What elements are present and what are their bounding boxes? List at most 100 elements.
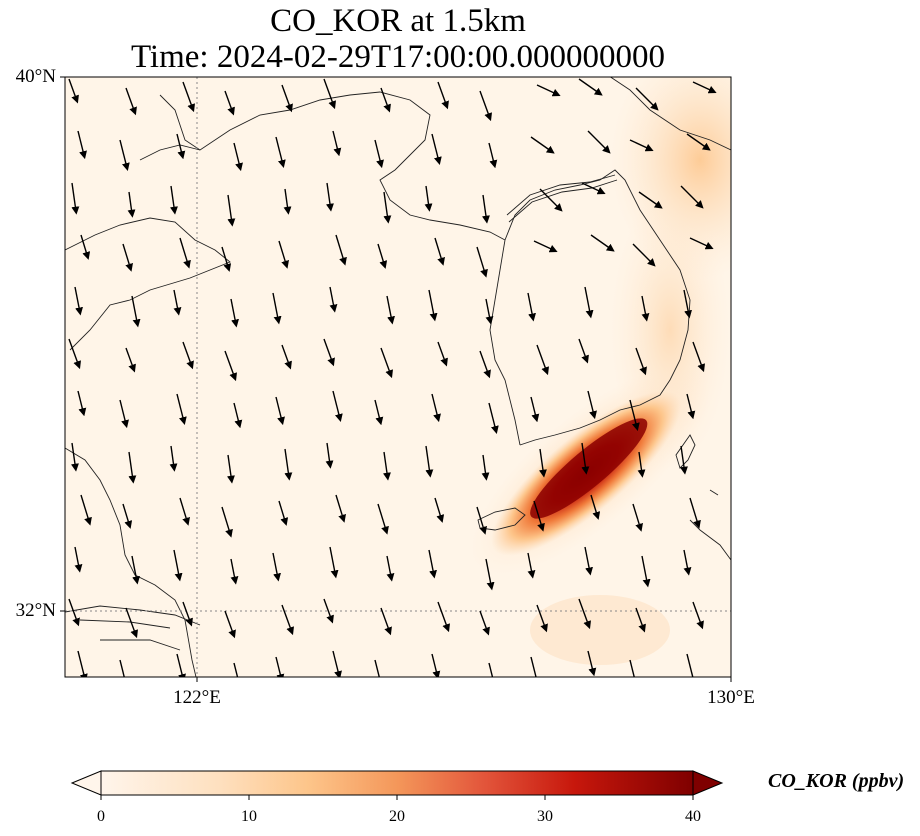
map-area [65,77,731,677]
wind-arrow [176,393,187,426]
wind-arrow [80,234,91,260]
wind-arrow [386,295,395,325]
wind-arrow [119,399,129,429]
wind-arrow [641,555,651,588]
wind-arrow [692,81,717,94]
wind-arrow [281,604,294,636]
wind-arrow [224,350,237,382]
wind-arrow [431,393,441,423]
wind-arrow [689,497,701,529]
wind-arrow [488,402,499,435]
wind-arrow [437,81,449,110]
wind-arrow [284,448,293,481]
wind-arrow [686,653,697,677]
axis-ticks [60,76,732,682]
wind-arrow [536,84,561,97]
wind-arrow [581,182,606,195]
wind-arrow [323,598,334,624]
wind-arrow [481,194,490,224]
wind-arrow [476,246,488,278]
wind-arrow [587,130,611,154]
wind-arrow [68,78,79,104]
wind-arrow [221,506,233,538]
wind-arrow [230,558,239,585]
wind-arrow [479,610,490,636]
wind-arrow [536,344,549,376]
colorbar-tick-30: 30 [537,808,553,825]
wind-arrow [374,659,380,677]
wind-arrow [182,81,195,113]
wind-arrow [325,182,334,212]
wind-arrow [686,133,711,151]
wind-arrow [637,451,646,478]
wind-arrow [425,445,434,478]
wind-arrow [629,659,635,677]
wind-arrow [632,503,643,532]
wind-arrow [374,399,384,426]
wind-arrow [182,341,194,370]
wind-arrow [683,289,692,319]
wind-arrow [77,130,87,160]
wind-arrow [179,237,191,269]
chart-subtitle-time: Time: 2024-02-29T17:00:00.000000000 [130,39,666,75]
wind-arrow [533,500,545,532]
yangtze-estuary [65,605,201,651]
wind-arrow [578,338,589,364]
wind-arrow [125,347,136,373]
wind-arrow [587,650,597,677]
wind-arrow [233,402,243,429]
wind-arrow [122,503,133,529]
wind-arrow [533,240,558,253]
colorbar-low-extend [70,770,102,796]
colorbar-tick-0: 0 [97,808,105,825]
wind-arrow [479,350,491,379]
wind-arrow [485,298,494,325]
wind-arrow [488,662,494,677]
wind-arrow [431,653,441,677]
wind-arrow [428,549,437,579]
wind-arrow [437,341,448,367]
colorbar-tick-10: 10 [241,808,257,825]
haze-south [530,595,670,665]
wind-arrow [584,546,593,576]
wind-arrow [335,494,346,523]
wind-arrow [125,607,138,639]
colorbar-high-extend [692,770,724,796]
wind-arrow [380,347,393,379]
wind-arrow [173,549,183,582]
wind-arrow [176,133,186,160]
wind-arrow [380,607,392,636]
wind-arrow [227,194,236,227]
wind-arrow [581,442,590,475]
wind-arrow [434,237,445,266]
wind-arrow [119,139,130,172]
wind-arrow [434,497,445,523]
wind-arrow [488,142,498,169]
wind-arrow [527,292,536,322]
wind-arrow [233,662,239,677]
jiangsu-coast [65,447,197,677]
wind-arrow [638,191,663,209]
wind-arrow [127,191,136,218]
wind-arrow [169,445,178,472]
wind-arrow [224,610,236,639]
wind-arrow [689,237,714,250]
wind-arrow [272,292,282,325]
colorbar-tick-40: 40 [685,808,701,825]
wind-arrow [74,286,83,316]
wind-arrow [692,341,705,373]
colorbar-tick-20: 20 [389,808,405,825]
korea-east-coast [504,169,691,446]
wind-arrow [275,656,285,677]
wind-arrow [283,188,292,215]
wind-arrow [281,84,293,113]
wind-arrow [179,497,190,526]
wind-arrow [386,555,395,582]
korea-west-coast [489,239,521,446]
wind-arrow [332,650,342,677]
wind-arrow [578,598,591,630]
wind-arrow [437,601,450,633]
wind-arrow [281,344,292,370]
wind-arrow [278,240,289,269]
